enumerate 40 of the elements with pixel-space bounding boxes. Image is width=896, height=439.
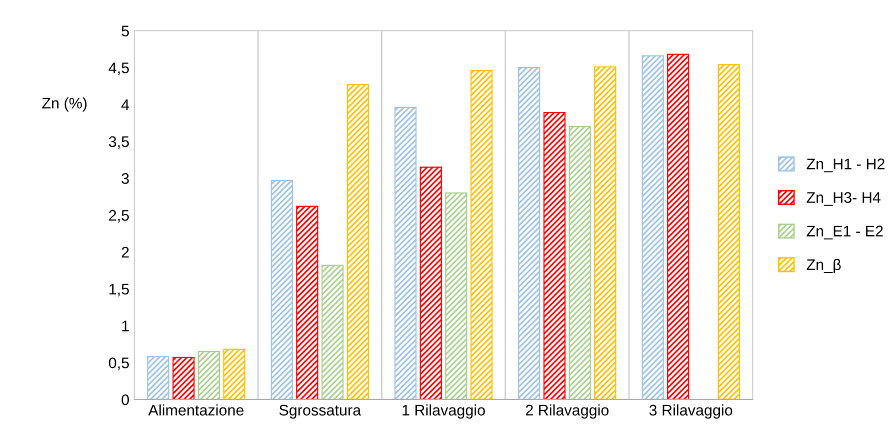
- x-tick-label: Sgrossatura: [279, 404, 362, 419]
- bar: [667, 54, 690, 400]
- y-tick-label: 4: [121, 100, 130, 110]
- bar: [568, 126, 591, 400]
- y-tick-label: 5: [122, 26, 129, 36]
- bar: [296, 206, 318, 400]
- y-tick-label: 4,5: [108, 62, 129, 76]
- y-tick-label: 1,5: [109, 284, 129, 296]
- y-tick-label: 3: [122, 173, 129, 184]
- bar: [642, 55, 664, 400]
- legend-label: Zn_H1 - H2: [806, 158, 884, 172]
- x-tick-label: 2 Rilavaggio: [526, 404, 609, 419]
- y-tick-label: 1: [122, 320, 129, 332]
- bar: [223, 348, 246, 400]
- bar: [420, 166, 442, 400]
- y-axis-title: Zn (%): [42, 97, 87, 112]
- bar: [543, 112, 566, 400]
- y-tick-label: 0: [122, 394, 129, 406]
- bar: [321, 264, 344, 400]
- bar: [594, 66, 616, 400]
- bar: [346, 84, 369, 400]
- bar: [718, 64, 740, 400]
- bar: [147, 356, 170, 400]
- bar: [518, 67, 540, 400]
- y-tick-label: 2,5: [109, 210, 129, 223]
- legend-label: Zn_β: [806, 258, 841, 274]
- legend-label: Zn_H3- H4: [806, 192, 881, 206]
- y-tick-label: 3,5: [108, 136, 129, 149]
- x-tick-label: 1 Rilavaggio: [402, 404, 485, 419]
- y-tick-label: 2: [122, 246, 129, 258]
- x-tick-label: Alimentazione: [148, 404, 244, 416]
- bar: [198, 350, 220, 400]
- bar: [445, 192, 468, 400]
- bar: [270, 180, 293, 400]
- bar: [394, 106, 417, 400]
- bar: [470, 70, 493, 400]
- y-tick-label: 0,5: [108, 357, 129, 370]
- x-tick-label: 3 Rilavaggio: [649, 404, 732, 419]
- bar: [172, 356, 195, 400]
- legend-label: Zn_E1 - E2: [806, 226, 883, 240]
